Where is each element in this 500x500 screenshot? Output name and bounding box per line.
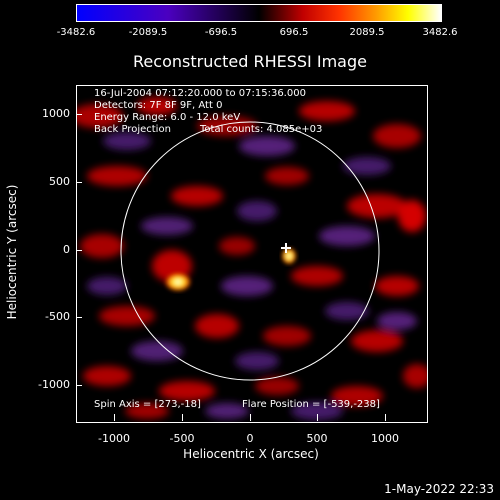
colorbar-tick-label: 696.5	[279, 27, 309, 38]
bright-source	[164, 272, 192, 292]
energy-range: Energy Range: 6.0 - 12.0 keV	[94, 112, 241, 123]
colorbar-tick-label: 2089.5	[349, 27, 385, 38]
colorbar	[76, 4, 442, 22]
x-tick-mark	[114, 414, 115, 421]
x-tick-label: 1000	[371, 432, 399, 445]
y-tick-mark	[76, 182, 82, 183]
colorbar-tick-label: -2089.5	[128, 27, 168, 38]
x-tick-label: 0	[246, 432, 254, 445]
image-title: Reconstructed RHESSI Image	[133, 52, 367, 71]
flare-source	[281, 247, 297, 265]
x-tick-mark	[182, 414, 183, 421]
y-tick-label: -1000	[38, 378, 70, 391]
colorbar-tick-label: -696.5	[204, 27, 238, 38]
x-tick-label: -500	[169, 432, 195, 445]
flare-position: Flare Position = [-539,-238]	[242, 399, 380, 410]
spin-axis: Spin Axis = [273,-18]	[94, 399, 201, 410]
y-tick-mark	[76, 114, 82, 115]
x-tick-label: -1000	[98, 432, 130, 445]
y-tick-mark	[76, 317, 82, 318]
observation-time: 16-Jul-2004 07:12:20.000 to 07:15:36.000	[94, 88, 306, 99]
x-tick-label: 500	[306, 432, 328, 445]
reconstruction-method: Back Projection	[94, 124, 171, 135]
solar-image	[77, 86, 427, 422]
x-tick-mark	[385, 414, 386, 421]
x-tick-mark	[317, 414, 318, 421]
x-axis-title: Heliocentric X (arcsec)	[183, 447, 319, 461]
x-tick-mark	[250, 414, 251, 421]
colorbar-tick-label: 3482.6	[422, 27, 458, 38]
solar-image-plot	[76, 85, 428, 423]
solar-limb-circle	[120, 121, 380, 381]
y-tick-label: 0	[63, 243, 70, 256]
y-axis-title: Heliocentric Y (arcsec)	[5, 184, 19, 320]
y-tick-label: -500	[45, 310, 70, 323]
detectors-info: Detectors: 7F 8F 9F, Att 0	[94, 100, 223, 111]
y-tick-mark	[76, 250, 82, 251]
colorbar-tick-label: -3482.6	[56, 27, 96, 38]
total-counts: Total counts: 4.085e+03	[200, 124, 323, 135]
y-tick-mark	[76, 385, 82, 386]
y-tick-label: 1000	[42, 107, 70, 120]
date-stamp: 1-May-2022 22:33	[384, 482, 494, 496]
y-tick-label: 500	[49, 175, 70, 188]
